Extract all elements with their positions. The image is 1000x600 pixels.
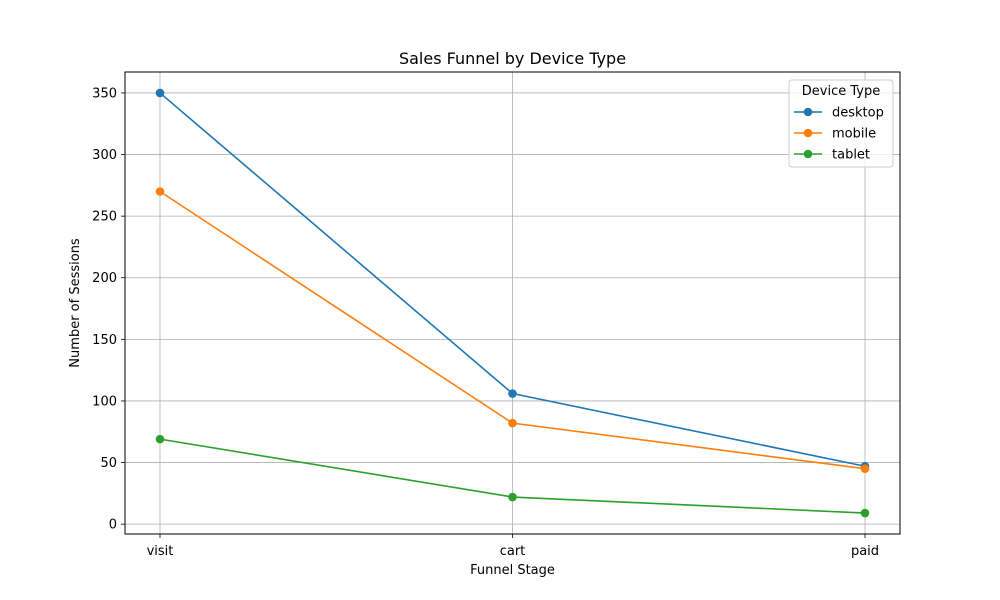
data-point-mobile [508,418,517,428]
series-layer [155,88,870,518]
data-point-mobile [860,464,870,474]
data-point-desktop [508,389,517,398]
y-tick-label: 250 [92,210,117,225]
legend-label-tablet: tablet [832,148,870,163]
data-point-desktop [155,88,165,98]
legend-marker-tablet [803,149,813,159]
legend-marker-desktop [803,107,813,117]
x-tick-label: paid [851,544,879,559]
y-tick-label: 50 [100,456,117,471]
legend-label-desktop: desktop [832,106,884,121]
data-point-tablet [860,508,870,518]
y-tick-label: 150 [92,333,117,348]
y-axis-title: Number of Sessions [68,238,83,368]
y-tick-label: 0 [109,518,117,533]
x-axis-title: Funnel Stage [470,563,555,578]
data-point-mobile [155,187,165,196]
legend-box [788,79,894,168]
legend: Device Type desktop mobile tablet [788,79,894,168]
x-tick-label: cart [500,544,526,559]
legend-label-mobile: mobile [832,127,876,142]
chart-title: Sales Funnel by Device Type [399,49,626,68]
legend-marker-mobile [803,128,813,138]
legend-title: Device Type [802,84,880,99]
grid [125,72,900,534]
y-tick-label: 300 [92,148,117,163]
y-tick-label: 100 [92,394,117,409]
data-point-tablet [155,434,165,444]
data-point-tablet [508,492,517,502]
ticks: visit cart paid 0 50 100 150 200 250 300 350 [92,86,879,559]
y-tick-label: 200 [92,271,117,286]
y-tick-label: 350 [92,86,117,101]
x-tick-label: visit [147,544,174,559]
